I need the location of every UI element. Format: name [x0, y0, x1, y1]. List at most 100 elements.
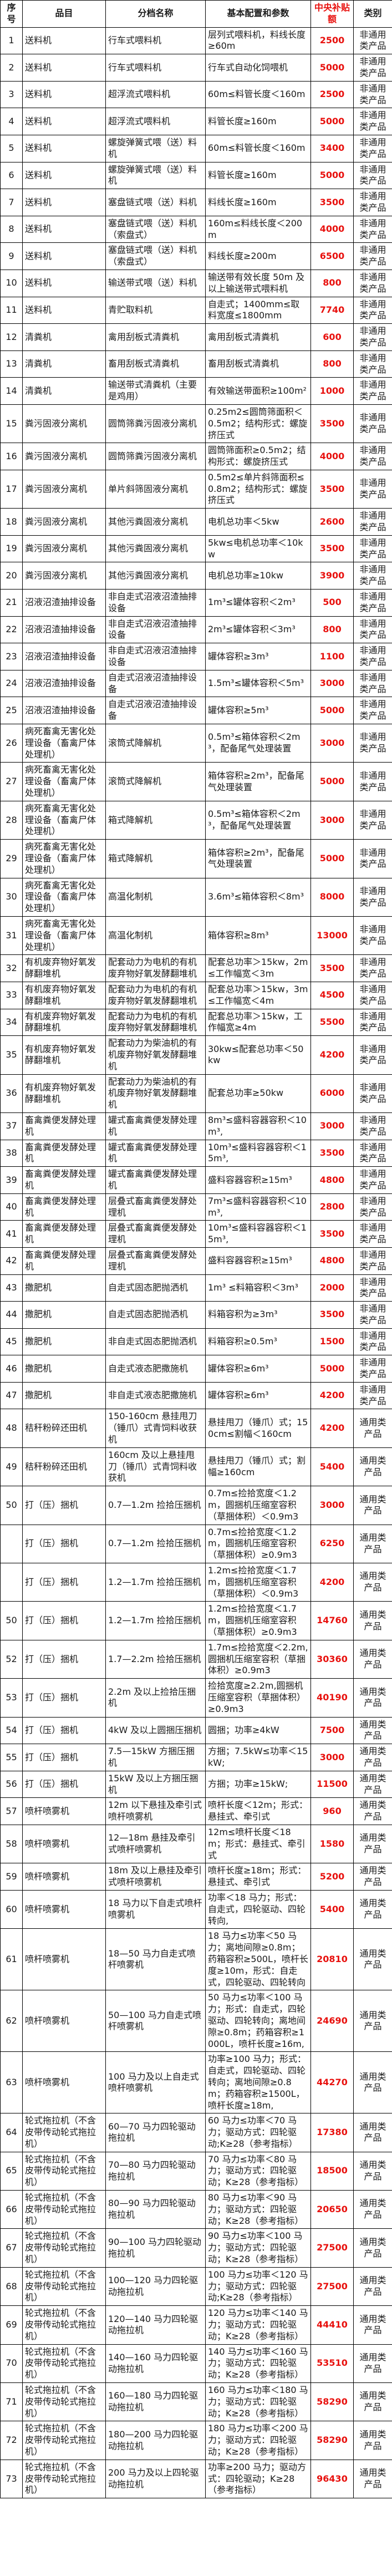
cell-serial-number: 43: [0, 1274, 23, 1302]
cell-item-name: 粪污固液分离机: [22, 404, 106, 444]
cell-serial-number: 37: [0, 1112, 23, 1140]
cell-subsidy-amount: 3000: [310, 1744, 354, 1771]
cell-serial-number: 35: [0, 1035, 23, 1075]
table-row: 35 有机废弃物好氧发酵翻堆机 配套动力为柴油机的有机废弃物好氧发酵翻堆机 30…: [0, 1035, 392, 1075]
cell-serial-number: 68: [0, 2267, 23, 2306]
table-row: 6 送料机 螺旋弹簧式喂（送）料机 料管长度≥160m 5000 非通用类产品: [0, 161, 392, 190]
cell-tier-name: 4kW 及以上圆捆压捆机: [105, 1716, 206, 1745]
cell-serial-number: 63: [0, 2051, 23, 2114]
cell-config-params: 圆捆；功率≥4kW: [205, 1716, 311, 1745]
cell-tier-name: 其他污粪固液分离机: [105, 535, 206, 563]
table-row: 23 沼液沼渣抽排设备 非自走式沼液沼渣抽排设备 罐体容积≥3m³ 1100 非…: [0, 643, 392, 670]
cell-tier-name: 160—180 马力四轮驱动拖拉机: [105, 2382, 206, 2422]
table-row: 52 打（压）捆机 1.7—2.2m 捡拾压捆机 1.7m≤捡拾宽度＜2.2m,…: [0, 1639, 392, 1679]
cell-item-name: 轮式拖拉机（不含皮带传动轮式拖拉机）: [22, 2190, 106, 2229]
cell-serial-number: 62: [0, 1990, 23, 2052]
cell-item-name: 喷杆喷雾机: [22, 1824, 106, 1864]
cell-item-name: 送料机: [22, 296, 106, 324]
cell-config-params: 禽用刮板式清粪机: [205, 323, 311, 351]
cell-category: 非通用类产品: [353, 562, 392, 590]
cell-item-name: 打（压）捆机: [22, 1563, 106, 1602]
cell-category: 非通用类产品: [353, 1355, 392, 1383]
cell-category: 非通用类产品: [353, 1166, 392, 1194]
cell-config-params: 畜用刮板式清粪机: [205, 350, 311, 378]
cell-config-params: 120 马力≤功率＜140 马力；驱动方式：四轮驱动；K≥28（参考指标）: [205, 2305, 311, 2345]
cell-item-name: 撒肥机: [22, 1328, 106, 1356]
cell-tier-name: 非自走式沼液沼渣抽排设备: [105, 589, 206, 617]
cell-item-name: 畜禽粪便发酵处理机: [22, 1247, 106, 1275]
table-row: 28 病死畜禽无害化处理设备（畜禽尸体处理机） 箱式降解机 0.5m³≤箱体容积…: [0, 800, 392, 840]
cell-category: 非通用类产品: [353, 108, 392, 135]
table-row: 70 轮式拖拉机（不含皮带传动轮式拖拉机） 140—160 马力四轮驱动拖拉机 …: [0, 2344, 392, 2384]
cell-serial-number: 59: [0, 1863, 23, 1891]
cell-item-name: 送料机: [22, 269, 106, 297]
cell-category: 非通用类产品: [353, 1139, 392, 1167]
cell-category: 非通用类产品: [353, 669, 392, 698]
cell-serial-number: 34: [0, 1008, 23, 1037]
cell-config-params: 0.5m³≤箱体容积＜2m³，配备尾气处理装置: [205, 724, 311, 763]
cell-subsidy-amount: 20810: [310, 1928, 354, 1991]
cell-config-params: 1.2m≤捡拾宽度＜1.7m，圆捆机压缩室容积（草捆体积）≥0.9m3: [205, 1601, 311, 1640]
table-row: 26 病死畜禽无害化处理设备（畜禽尸体处理机） 滚筒式降解机 0.5m³≤箱体容…: [0, 724, 392, 763]
cell-subsidy-amount: 2600: [310, 508, 354, 536]
cell-category: 通用类产品: [353, 1990, 392, 2052]
cell-category: 非通用类产品: [353, 443, 392, 470]
cell-subsidy-amount: 4500: [310, 981, 354, 1009]
cell-tier-name: 150-160cm 悬挂甩刀（锤爪）式青饲料收获机: [105, 1409, 206, 1448]
table-row: 67 轮式拖拉机（不含皮带传动轮式拖拉机） 90—100 马力四轮驱动拖拉机 9…: [0, 2228, 392, 2268]
cell-subsidy-amount: 4000: [310, 443, 354, 470]
cell-tier-name: 其他污粪固液分离机: [105, 508, 206, 536]
cell-serial-number: 31: [0, 916, 23, 956]
cell-subsidy-amount: 1500: [310, 1328, 354, 1356]
table-row: 9 送料机 塞盘链式喂（送）料机（索盘式） 料线长度≥200m 6500 非通用…: [0, 242, 392, 270]
cell-tier-name: 行车式喂料机: [105, 27, 206, 55]
cell-item-name: 沼液沼渣抽排设备: [22, 697, 106, 725]
table-row: 25 沼液沼渣抽排设备 自走式沼液沼渣抽排设备 罐体容积≥5m³ 5000 非通…: [0, 697, 392, 725]
cell-item-name: 喷杆喷雾机: [22, 1863, 106, 1891]
cell-tier-name: 2.2m 及以上捡拾压捆机: [105, 1678, 206, 1718]
cell-config-params: 2m³≤罐体容积＜3m³: [205, 616, 311, 644]
cell-subsidy-amount: 4200: [310, 1563, 354, 1602]
cell-serial-number: 64: [0, 2113, 23, 2152]
cell-serial-number: 24: [0, 669, 23, 698]
cell-tier-name: 70—80 马力四轮驱动拖拉机: [105, 2151, 206, 2191]
cell-item-name: 轮式拖拉机（不含皮带传动轮式拖拉机）: [22, 2344, 106, 2384]
cell-serial-number: 7: [0, 189, 23, 216]
cell-tier-name: 圆筒筛粪污固液分离机: [105, 443, 206, 470]
header-config: 基本配置和参数: [205, 0, 311, 28]
cell-item-name: 送料机: [22, 215, 106, 243]
cell-config-params: 100 马力≤功率＜120 马力；驱动方式：四轮驱动;K≥28（参考指标）: [205, 2267, 311, 2306]
table-row: 39 畜禽粪便发酵处理机 罐式畜禽粪便发酵处理机 盛料容器容积≥15m³ 480…: [0, 1166, 392, 1194]
cell-config-params: 7m³≤盛料容器容积＜10m³,: [205, 1193, 311, 1221]
cell-subsidy-amount: 8000: [310, 877, 354, 917]
cell-item-name: 送料机: [22, 161, 106, 190]
cell-config-params: 电机总功率＜5kw: [205, 508, 311, 536]
cell-tier-name: 螺旋弹簧式喂（送）料机: [105, 134, 206, 162]
cell-config-params: 1.5m³≤罐体容积＜5m³: [205, 669, 311, 698]
table-row: 30 病死畜禽无害化处理设备（畜禽尸体处理机） 高温化制机 3.6m³≤箱体容积…: [0, 877, 392, 917]
cell-tier-name: 层叠式畜禽粪便发酵处理机: [105, 1220, 206, 1248]
table-row: 58 喷杆喷雾机 12—18m 悬挂及牵引式喷杆喷雾机 12m≤喷杆长度＜18m…: [0, 1824, 392, 1864]
cell-tier-name: 超浮流式喂料机: [105, 80, 206, 109]
cell-serial-number: 18: [0, 508, 23, 536]
cell-item-name: 沼液沼渣抽排设备: [22, 616, 106, 644]
table-row: 62 喷杆喷雾机 50—100 马力自走式喷杆喷雾机 50 马力≤功率＜100 …: [0, 1990, 392, 2052]
table-row: 5 送料机 螺旋弹簧式喂（送）料机 60m≤料管长度＜160m 3400 非通用…: [0, 134, 392, 162]
cell-item-name: 送料机: [22, 134, 106, 162]
cell-subsidy-amount: 3500: [310, 1220, 354, 1248]
table-row: 15 粪污固液分离机 圆筒筛粪污固液分离机 0.25m2≤圆筒筛面积＜0.5m2…: [0, 404, 392, 444]
cell-item-name: 喷杆喷雾机: [22, 1889, 106, 1929]
cell-tier-name: 配套动力为电机的有机废弃物好氧发酵翻堆机: [105, 1008, 206, 1037]
cell-tier-name: 圆筒筛粪污固液分离机: [105, 404, 206, 444]
cell-serial-number: 56: [0, 1770, 23, 1798]
cell-category: 通用类产品: [353, 1744, 392, 1771]
cell-category: 通用类产品: [353, 1563, 392, 1602]
table-row: 8 送料机 塞盘链式喂（送）料机（索盘式） 160m≤料线长度＜200m 400…: [0, 215, 392, 243]
cell-tier-name: 罐式畜禽粪便发酵处理机: [105, 1166, 206, 1194]
cell-config-params: 圆筒筛面积≥0.5m2；结构形式：螺旋挤压式: [205, 443, 311, 470]
cell-category: 非通用类产品: [353, 508, 392, 536]
table-row: 43 撒肥机 自走式固态肥抛洒机 1m³ ≤料箱容积＜3m³ 2000 非通用类…: [0, 1274, 392, 1302]
cell-subsidy-amount: 7500: [310, 1716, 354, 1745]
cell-category: 通用类产品: [353, 2267, 392, 2306]
cell-subsidy-amount: 3500: [310, 535, 354, 563]
